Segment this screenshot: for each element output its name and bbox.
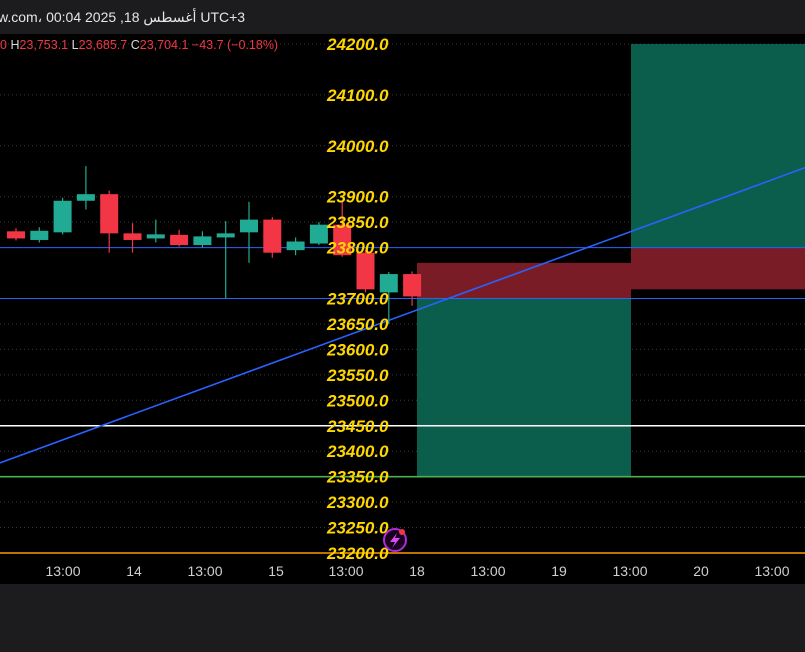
price-label: 23850.0 bbox=[326, 213, 389, 232]
candle-body bbox=[379, 274, 398, 293]
stop-loss-box bbox=[631, 247, 805, 290]
position-boxes bbox=[417, 44, 805, 477]
price-label: 23650.0 bbox=[326, 315, 389, 334]
price-label: 24100.0 bbox=[326, 86, 389, 105]
lightning-icon[interactable] bbox=[383, 528, 407, 552]
price-label: 24200.0 bbox=[326, 35, 389, 54]
price-label: 23500.0 bbox=[326, 391, 389, 410]
candle-body bbox=[333, 224, 352, 256]
candle-body bbox=[30, 230, 49, 240]
price-label: 23800.0 bbox=[326, 239, 389, 258]
price-label: 23600.0 bbox=[326, 340, 389, 359]
price-label: 23300.0 bbox=[326, 493, 389, 512]
candle-body bbox=[263, 219, 282, 253]
horizontal-lines bbox=[0, 247, 805, 554]
candle-body bbox=[123, 233, 142, 240]
time-label: 15 bbox=[268, 563, 284, 579]
price-label: 23400.0 bbox=[326, 442, 389, 461]
candle-body bbox=[170, 234, 189, 246]
chart-canvas[interactable]: 24200.0 24100.0 24000.0 23900.0 23850.0 23800… bbox=[0, 34, 805, 584]
time-label: 13:00 bbox=[470, 563, 505, 579]
candle-body bbox=[100, 194, 119, 234]
candle-body bbox=[240, 219, 258, 233]
time-label: 13:00 bbox=[612, 563, 647, 579]
candle-body bbox=[53, 200, 72, 233]
candle-body bbox=[356, 252, 375, 290]
candle-body bbox=[146, 234, 165, 239]
time-label: 14 bbox=[126, 563, 142, 579]
candle-body bbox=[216, 233, 235, 238]
candle-body bbox=[7, 231, 25, 239]
price-label: 23550.0 bbox=[326, 366, 389, 385]
price-label: 23250.0 bbox=[326, 519, 389, 538]
time-label: 19 bbox=[551, 563, 567, 579]
candle-body bbox=[76, 194, 95, 201]
trendline bbox=[0, 166, 805, 464]
candle-body bbox=[193, 236, 212, 246]
time-label: 18 bbox=[409, 563, 425, 579]
candle-body bbox=[309, 224, 328, 244]
time-label: 13:00 bbox=[45, 563, 80, 579]
trendline-group bbox=[0, 166, 805, 464]
candle-body bbox=[403, 274, 422, 297]
candle-body bbox=[286, 241, 305, 251]
time-label: 13:00 bbox=[328, 563, 363, 579]
price-axis-labels: 24200.0 24100.0 24000.0 23900.0 23850.0 23800… bbox=[326, 35, 389, 563]
price-label: 24000.0 bbox=[326, 137, 389, 156]
ohlc-high-label: H bbox=[10, 38, 20, 52]
time-label: 13:00 bbox=[754, 563, 789, 579]
ohlc-high: 23,753.1 bbox=[19, 38, 69, 52]
datetime-header: w.com، 00:04 2025 ,18 أغسطس UTC+3 bbox=[0, 9, 246, 25]
bottom-bar bbox=[0, 584, 805, 652]
time-axis: 13:00 14 13:00 15 13:00 18 13:00 19 13:00 20 13:00 bbox=[45, 563, 789, 579]
time-label: 13:00 bbox=[187, 563, 222, 579]
chart-area[interactable]: 24200.0 24100.0 24000.0 23900.0 23850.0 23800… bbox=[0, 34, 805, 584]
ohlc-change: −43.7 (−0.18%) bbox=[191, 38, 279, 52]
stop-loss-box bbox=[417, 262, 631, 299]
ohlc-low: 23,685.7 bbox=[78, 38, 128, 52]
ohlc-low-label: L bbox=[71, 38, 79, 52]
price-label: 23200.0 bbox=[326, 544, 389, 563]
ohlc-close: 23,704.1 bbox=[139, 38, 189, 52]
take-profit-box bbox=[417, 298, 631, 477]
top-bar: w.com، 00:04 2025 ,18 أغسطس UTC+3 bbox=[0, 0, 805, 34]
price-label: 23450.0 bbox=[326, 417, 389, 436]
price-label: 23700.0 bbox=[326, 290, 389, 309]
time-label: 20 bbox=[693, 563, 709, 579]
ohlc-close-label: C bbox=[130, 38, 140, 52]
price-label: 23900.0 bbox=[326, 188, 389, 207]
ohlc-open: 0 bbox=[0, 38, 7, 52]
candles bbox=[7, 166, 422, 324]
ohlc-legend: 0 H23,753.1 L23,685.7 C23,704.1 −43.7 (−… bbox=[0, 38, 278, 52]
price-label: 23350.0 bbox=[326, 468, 389, 487]
take-profit-box bbox=[631, 44, 805, 248]
